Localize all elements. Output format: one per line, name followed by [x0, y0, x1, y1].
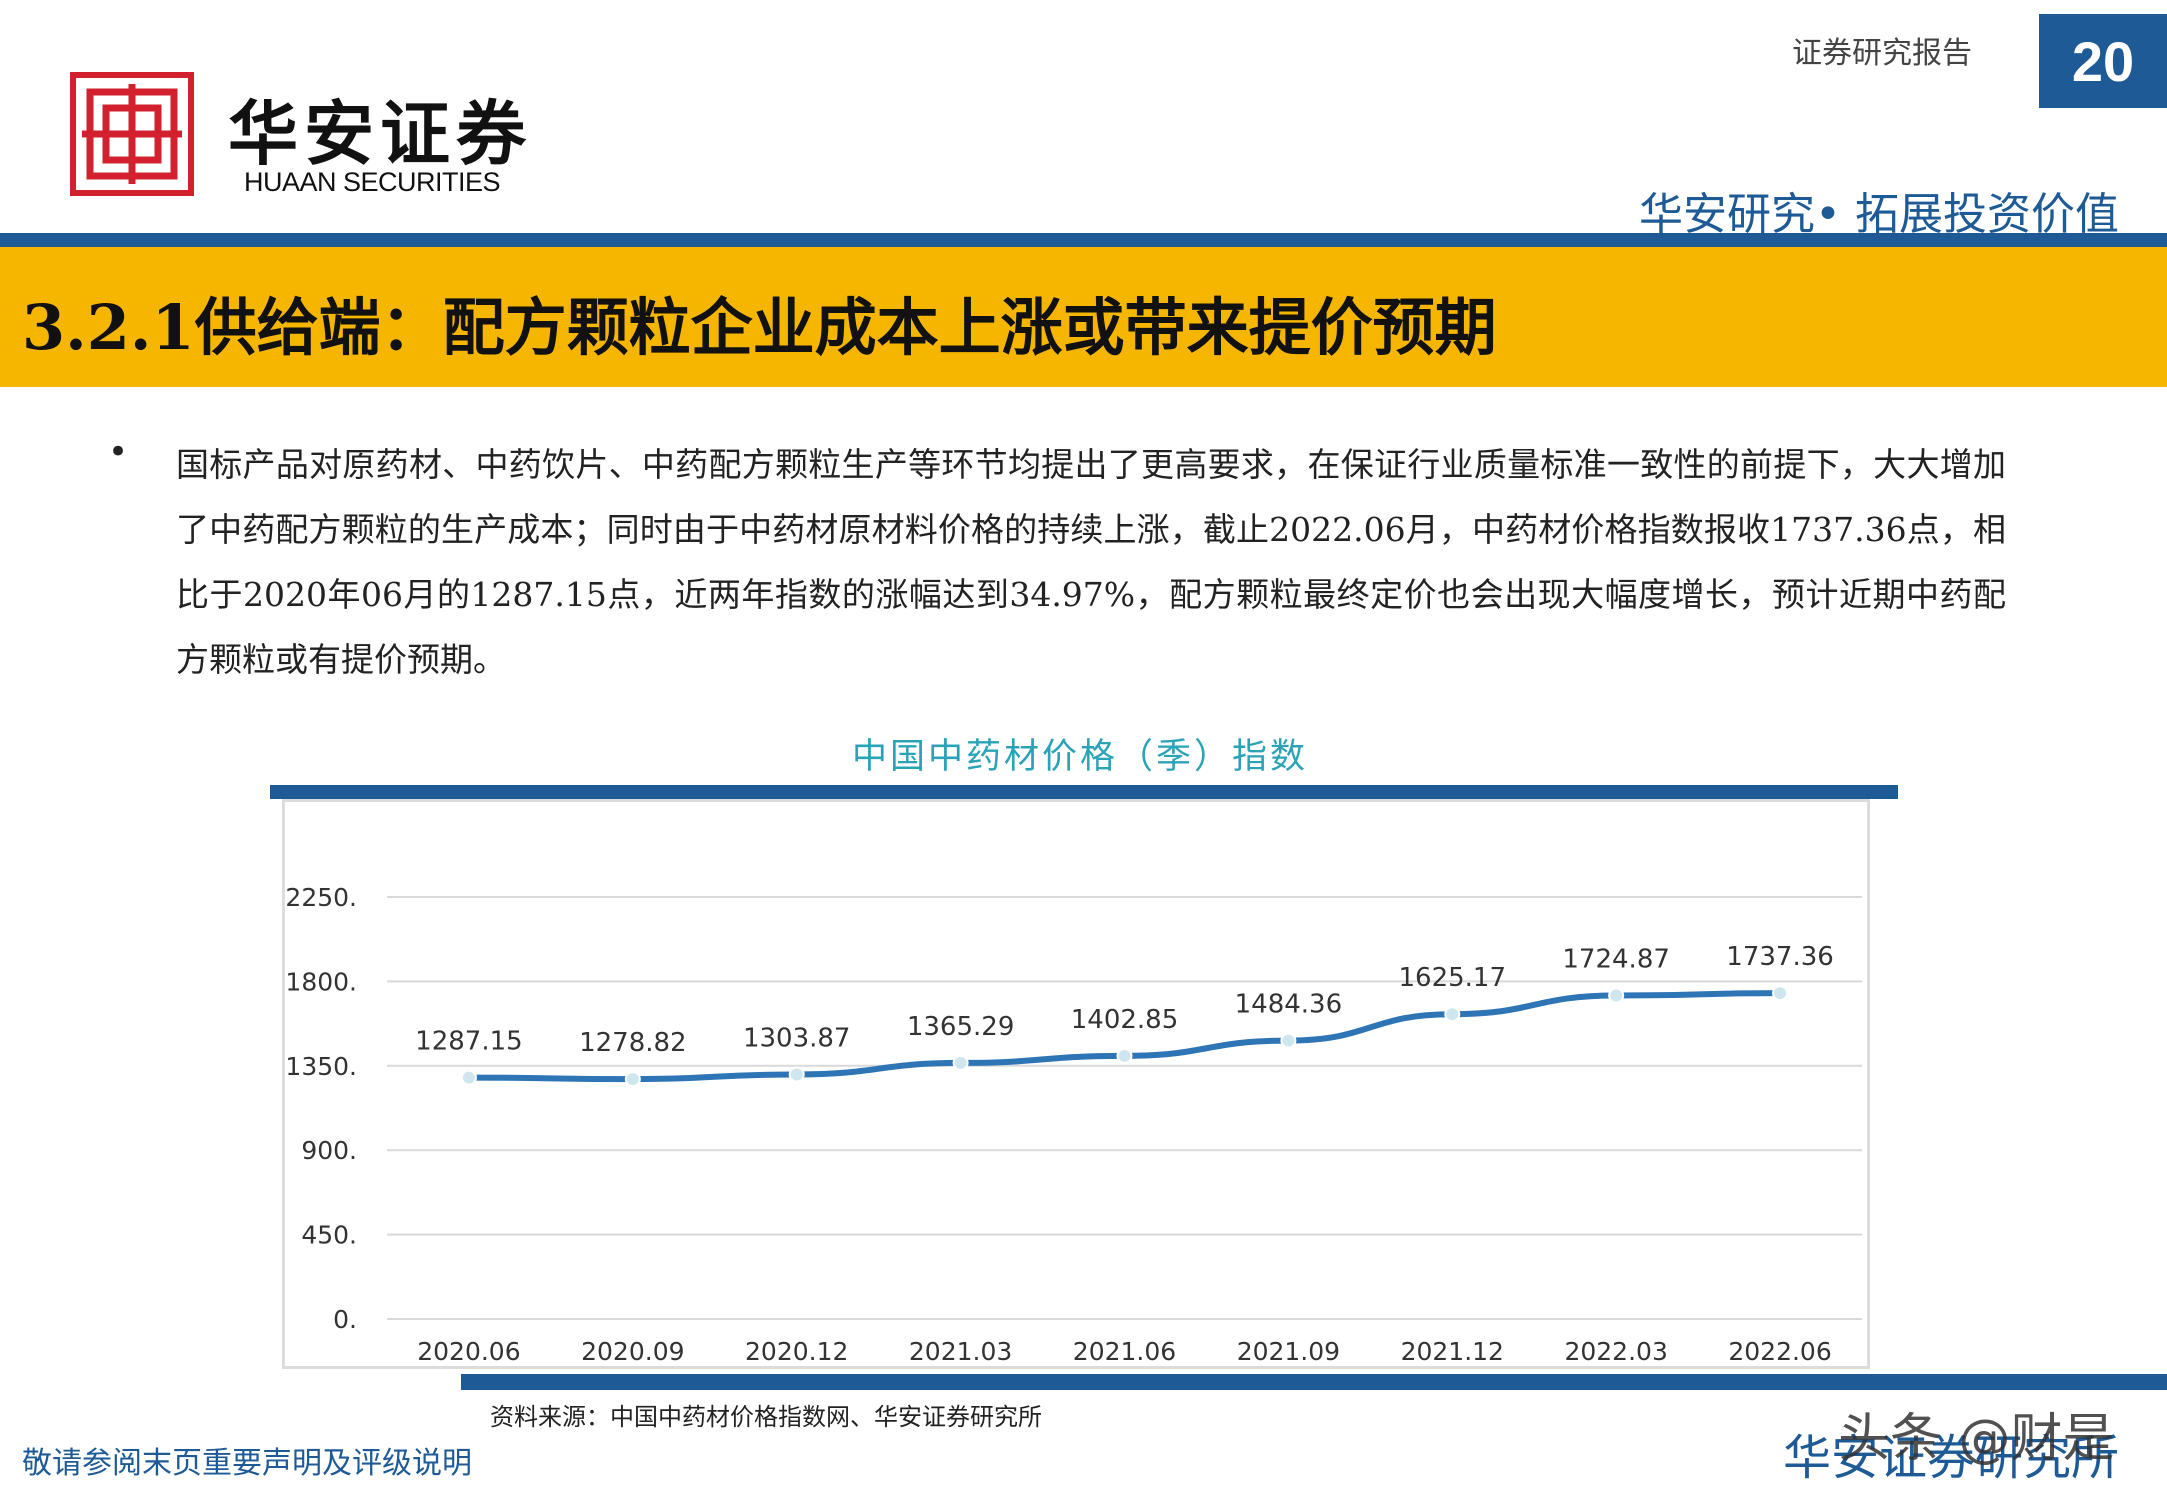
data-point [624, 1071, 641, 1088]
data-point [1116, 1047, 1133, 1064]
x-tick-label: 2021.12 [1401, 1337, 1504, 1366]
y-tick-label: 0. [333, 1305, 357, 1334]
data-label: 1402.85 [1071, 1005, 1179, 1035]
y-tick-label: 450. [301, 1221, 357, 1250]
x-tick-label: 2022.06 [1728, 1337, 1831, 1366]
header-slogan: 华安研究• 拓展投资价值 [1639, 189, 2119, 240]
line-chart: 0. 450. 900. 1350. 1800. 2250. 2020.06 2020.09 2… [285, 883, 1862, 1366]
section-title-band: 3.2.1供给端：配方颗粒企业成本上涨或带来提价预期 [0, 247, 2167, 387]
x-tick-label: 2021.03 [909, 1337, 1012, 1366]
body-paragraph: 国标产品对原药材、中药饮片、中药配方颗粒生产等环节均提出了更高要求，在保证行业质… [176, 445, 2006, 679]
x-tick-label: 2020.09 [581, 1337, 684, 1366]
chart-frame [282, 799, 1870, 1369]
footer-brand: 华安证券研究所 [1782, 1430, 2119, 1486]
report-type-label: 证券研究报告 [1792, 36, 1972, 71]
footer-divider [461, 1374, 2167, 1390]
y-tick-label: 900. [301, 1136, 357, 1165]
section-title: 3.2.1供给端：配方颗粒企业成本上涨或带来提价预期 [22, 291, 1497, 364]
data-point [1608, 987, 1625, 1004]
x-tick-label: 2021.09 [1237, 1337, 1340, 1366]
data-point [460, 1069, 477, 1086]
data-point [1444, 1006, 1461, 1023]
bullet-icon: • [108, 432, 129, 472]
data-point [1280, 1032, 1297, 1049]
y-tick-label: 1800. [285, 967, 357, 996]
data-label: 1365.29 [907, 1012, 1015, 1042]
company-logo [70, 72, 194, 196]
logo-chinese-name: 华安证券 [228, 92, 532, 175]
data-label: 1737.36 [1726, 942, 1834, 972]
x-tick-label: 2020.06 [417, 1337, 520, 1366]
data-label: 1724.87 [1562, 944, 1670, 974]
data-label: 1625.17 [1399, 963, 1507, 993]
data-point [788, 1066, 805, 1083]
page-number: 20 [2039, 14, 2167, 108]
chart-title: 中国中药材价格（季）指数 [851, 737, 1308, 777]
watermark-text: 头条 @财是 [1838, 1409, 2115, 1469]
y-tick-label: 2250. [285, 883, 357, 912]
x-tick-label: 2020.12 [745, 1337, 848, 1366]
data-label: 1303.87 [743, 1023, 851, 1053]
data-label: 1484.36 [1235, 990, 1343, 1020]
x-tick-label: 2021.06 [1073, 1337, 1176, 1366]
data-point [1772, 985, 1789, 1002]
chart-source-note: 资料来源：中国中药材价格指数网、华安证券研究所 [490, 1403, 1042, 1431]
x-tick-label: 2022.03 [1564, 1337, 1667, 1366]
data-label: 1287.15 [415, 1027, 523, 1057]
y-tick-label: 1350. [285, 1052, 357, 1081]
data-point [952, 1054, 969, 1071]
logo-emblem-icon [82, 84, 182, 184]
chart-top-bar [270, 785, 1898, 799]
data-label: 1278.82 [579, 1028, 687, 1058]
header-divider [0, 233, 2167, 247]
disclaimer-link[interactable]: 敬请参阅末页重要声明及评级说明 [22, 1446, 472, 1481]
logo-english-name: HUAAN SECURITIES [244, 167, 501, 197]
